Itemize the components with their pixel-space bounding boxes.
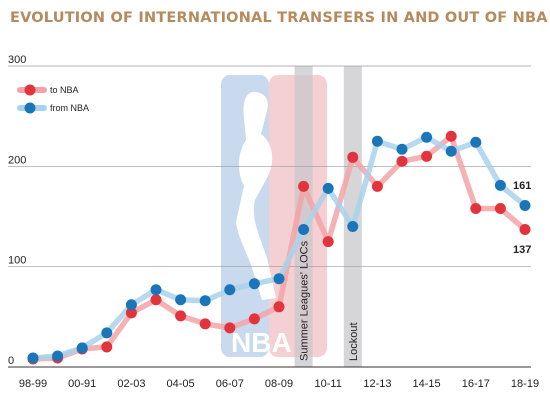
data-point-from-nba [248,278,260,290]
data-point-to-nba [298,180,310,192]
x-tick-label: 10-11 [315,378,342,390]
x-tick-label: 18-19 [511,378,539,390]
data-point-to-nba [175,310,187,322]
data-point-from-nba [445,145,457,157]
x-tick-label: 98-99 [19,378,47,390]
end-label-from-nba: 161 [513,180,531,192]
data-point-from-nba [76,342,88,354]
event-band [343,66,362,367]
data-point-to-nba [322,236,334,248]
data-point-from-nba [494,179,506,191]
x-tick-label: 00-91 [68,378,96,390]
x-tick-label: 14-15 [413,378,441,390]
data-point-from-nba [150,284,162,296]
logo-silhouette-icon [236,92,276,300]
data-point-from-nba [519,199,531,211]
data-point-from-nba [27,352,39,364]
data-point-from-nba [347,221,359,233]
data-point-to-nba [199,318,211,330]
data-point-from-nba [322,182,334,194]
data-point-to-nba [519,224,531,236]
data-point-from-nba [273,273,285,285]
data-point-from-nba [396,143,408,155]
data-point-to-nba [470,202,482,214]
legend-swatch-to-nba-dot [24,84,36,96]
y-tick-label: 100 [8,255,26,267]
event-band [294,66,313,367]
data-point-from-nba [470,136,482,148]
y-tick-label: 300 [8,54,26,66]
data-point-from-nba [199,295,211,307]
x-tick-label: 16-17 [462,378,490,390]
data-point-to-nba [150,294,162,306]
x-tick-label: 02-03 [117,378,145,390]
data-point-to-nba [494,202,506,214]
data-point-from-nba [52,350,64,362]
event-band-label: Lockout [348,322,360,361]
x-tick-label: 04-05 [167,378,195,390]
data-point-to-nba [101,341,113,353]
data-point-to-nba [248,313,260,325]
x-tick-label: 12-13 [363,378,391,390]
data-point-from-nba [421,131,433,143]
event-band-label: Summer Leagues' LOCs [299,240,311,361]
data-point-to-nba [273,301,285,313]
data-point-from-nba [125,299,137,311]
x-tick-label: 06-07 [216,378,244,390]
data-point-from-nba [224,284,236,296]
logo-wordmark: NBA [231,327,292,358]
legend-label-to-nba: to NBA [50,85,79,95]
data-point-from-nba [298,224,310,236]
legend-swatch-from-nba-dot [24,102,36,114]
data-point-to-nba [396,155,408,167]
data-point-from-nba [101,327,113,339]
data-point-to-nba [125,307,137,319]
data-point-to-nba [347,151,359,163]
data-point-to-nba [224,322,236,334]
legend-label-from-nba: from NBA [50,103,89,113]
data-point-from-nba [175,294,187,306]
legend: to NBA from NBA [17,84,89,114]
end-label-to-nba: 137 [513,244,531,256]
x-tick-label: 08-09 [265,378,293,390]
chart-title: EVOLUTION OF INTERNATIONAL TRANSFERS IN … [10,10,548,26]
y-tick-label: 200 [8,154,26,166]
data-point-to-nba [421,150,433,162]
data-point-from-nba [371,135,383,147]
y-tick-label: 0 [8,355,14,367]
data-point-to-nba [445,130,457,142]
data-point-to-nba [371,180,383,192]
